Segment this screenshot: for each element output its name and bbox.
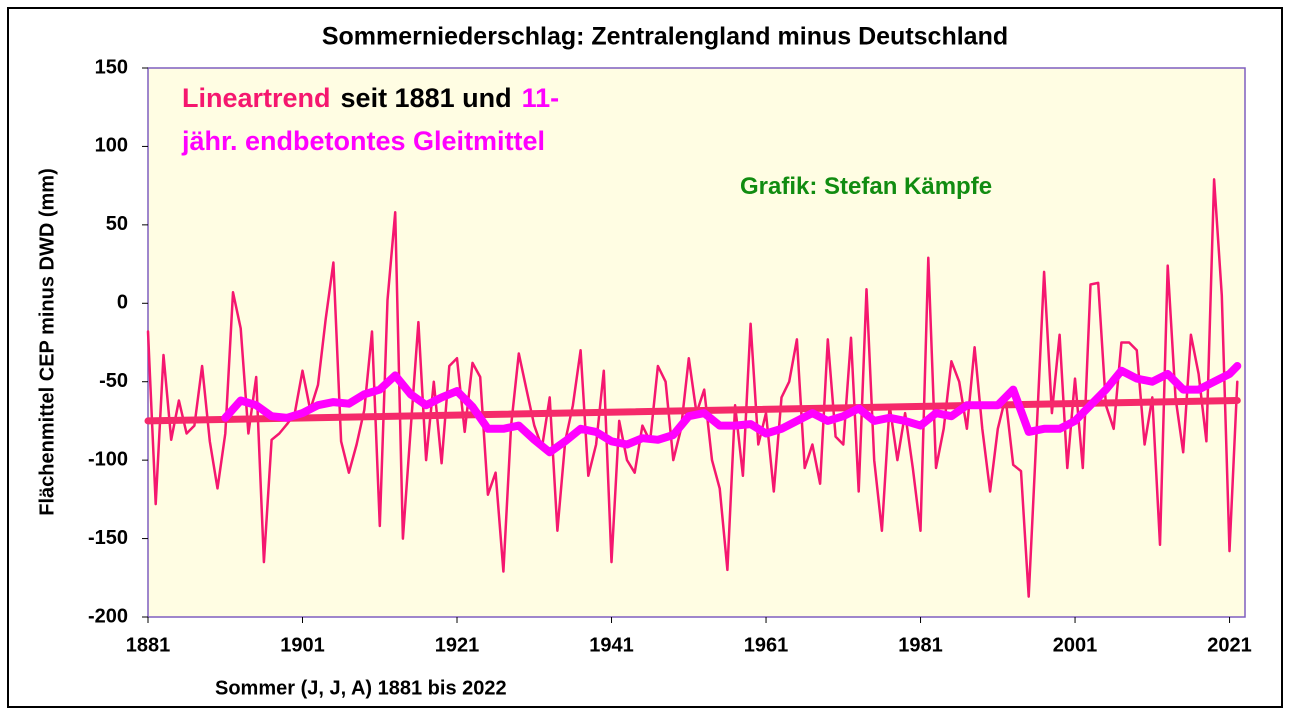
x-tick-label: 1921 [435, 634, 480, 656]
y-tick-label: 100 [95, 135, 128, 157]
annotation-text: Grafik: Stefan Kämpfe [740, 173, 992, 200]
annotation: jähr. endbetontes Gleitmittel [181, 126, 545, 156]
x-tick-label: 1881 [126, 634, 171, 656]
x-tick-label: 1981 [898, 634, 943, 656]
y-tick-label: 50 [106, 213, 128, 235]
data-line [221, 362, 1242, 457]
x-tick-label: 1901 [280, 634, 325, 656]
annotation-text: seit 1881 und [341, 83, 512, 113]
y-tick-label: -150 [88, 527, 128, 549]
x-tick-label: 2001 [1053, 634, 1098, 656]
x-axis-label: Sommer (J, J, A) 1881 bis 2022 [215, 677, 507, 699]
x-tick-label: 1941 [589, 634, 634, 656]
plot-area [147, 67, 1246, 618]
chart-title: Sommerniederschlag: Zentralengland minus… [322, 23, 1008, 51]
y-tick-label: -100 [88, 448, 128, 470]
x-tick-label: 2021 [1207, 634, 1252, 656]
data-line [146, 178, 1239, 598]
x-tick-label: 1961 [744, 634, 789, 656]
y-tick-label: 0 [117, 292, 128, 314]
y-tick-label: -50 [99, 370, 128, 392]
annotation: Grafik: Stefan Kämpfe [740, 173, 992, 200]
y-tick-label: -200 [88, 605, 128, 627]
annotation: Lineartrend seit 1881 und 11- [182, 83, 559, 113]
data-line [144, 397, 1241, 425]
y-axis-label: Flächenmittel CEP minus DWD (mm) [36, 168, 58, 515]
annotation-text: Lineartrend [182, 83, 331, 113]
annotation-text: 11- [522, 83, 560, 113]
y-tick-label: 150 [95, 56, 128, 78]
annotation-text: jähr. endbetontes Gleitmittel [181, 126, 545, 156]
